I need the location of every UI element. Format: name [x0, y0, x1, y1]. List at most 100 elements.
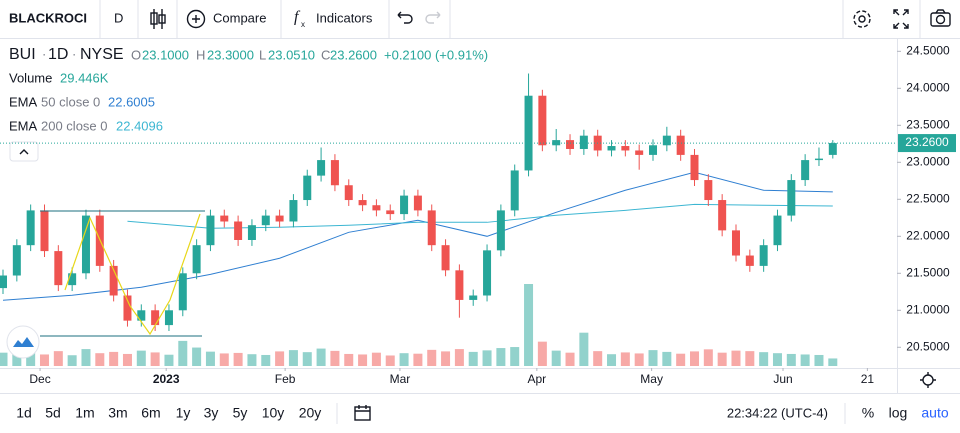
- volume-bar: [468, 351, 478, 366]
- volume-bar: [67, 355, 77, 366]
- icon-part: [354, 406, 371, 421]
- volume-bar: [551, 350, 561, 366]
- range-button[interactable]: 5d: [45, 405, 61, 421]
- volume-bar: [288, 350, 298, 366]
- candle-body: [386, 210, 395, 215]
- candle-body: [400, 195, 409, 215]
- volume-bar: [772, 353, 782, 366]
- icon-part: [858, 15, 866, 23]
- clock: 22:34:22 (UTC-4): [727, 405, 828, 420]
- legend-dot: ·: [42, 46, 46, 61]
- range-button[interactable]: 1m: [75, 405, 94, 421]
- percent-toggle[interactable]: %: [862, 405, 874, 421]
- candle-body: [261, 215, 270, 226]
- candle-body: [787, 180, 796, 216]
- candle-body: [676, 135, 685, 155]
- y-tick-label: 21.5000: [906, 265, 950, 279]
- volume-bar: [12, 353, 22, 366]
- volume-bar: [164, 354, 174, 366]
- candle-body: [344, 185, 353, 201]
- y-tick-label: 24.0000: [906, 80, 950, 94]
- x-tick-label: 2023: [153, 372, 180, 386]
- indicators-icon: x: [301, 20, 305, 29]
- volume-bar: [233, 352, 243, 366]
- compare-button[interactable]: Compare: [213, 10, 266, 25]
- fullscreen-button[interactable]: [893, 9, 909, 29]
- candle-body: [455, 270, 464, 300]
- screenshot-button[interactable]: [930, 9, 951, 27]
- volume-bar: [620, 352, 630, 366]
- candle-body: [151, 310, 160, 326]
- volume-bar: [399, 353, 409, 366]
- candle-body: [68, 273, 77, 286]
- y-tick-label: 21.0000: [906, 302, 950, 316]
- interval-button[interactable]: D: [114, 10, 123, 25]
- candle-body: [635, 150, 644, 155]
- volume-bar: [39, 354, 49, 366]
- auto-toggle[interactable]: auto: [921, 405, 948, 421]
- candle-body: [234, 221, 243, 240]
- candle-body: [801, 160, 810, 181]
- undo-button[interactable]: [397, 11, 413, 24]
- range-button[interactable]: 1y: [176, 405, 191, 421]
- range-button[interactable]: 20y: [299, 405, 322, 421]
- volume-bar: [731, 350, 741, 366]
- candle-body: [718, 200, 727, 231]
- logo[interactable]: [6, 325, 40, 359]
- legend-key: C: [321, 47, 330, 62]
- symbol-search[interactable]: BLACKROCI: [9, 10, 87, 25]
- icon-part: [930, 12, 951, 27]
- volume-bar: [593, 351, 603, 366]
- y-tick-label: 22.5000: [906, 191, 950, 205]
- volume-bar: [662, 351, 672, 366]
- y-tick-label: 22.0000: [906, 228, 950, 242]
- icon-part: [158, 14, 166, 24]
- candle-body: [26, 210, 35, 246]
- legend-high: 23.3000: [207, 47, 254, 62]
- volume-bar: [178, 340, 188, 366]
- legend-symbol: BUI: [9, 46, 36, 63]
- zigzag-drawing: [64, 213, 201, 336]
- volume-bar: [53, 351, 63, 366]
- redo-button[interactable]: [425, 11, 441, 24]
- settings-button[interactable]: [853, 10, 871, 28]
- candle-body: [469, 295, 478, 300]
- range-button[interactable]: 5y: [233, 405, 248, 421]
- ema-line: [127, 203, 833, 229]
- volume-bar: [81, 349, 91, 366]
- indicators-button[interactable]: Indicators: [316, 10, 373, 25]
- candle-body: [704, 180, 713, 201]
- range-button[interactable]: 10y: [262, 405, 285, 421]
- collapse-legend-button[interactable]: [9, 141, 39, 162]
- volume-bar: [441, 351, 451, 366]
- candle-body: [192, 245, 201, 274]
- volume-bar: [413, 353, 423, 366]
- candle-body: [0, 275, 7, 289]
- volume-bar: [579, 332, 589, 366]
- candle-body: [317, 160, 326, 176]
- range-button[interactable]: 3m: [108, 405, 127, 421]
- volume-bar: [634, 353, 644, 366]
- volume-bar: [537, 341, 547, 366]
- date-range-button[interactable]: [354, 405, 371, 421]
- x-tick-label: Jun: [773, 372, 792, 386]
- volume-bar: [510, 347, 520, 366]
- candle-body: [54, 251, 63, 286]
- range-button[interactable]: 1d: [16, 405, 32, 421]
- candle-body: [330, 160, 339, 186]
- log-toggle[interactable]: log: [889, 405, 908, 421]
- legend-close: 23.2600: [330, 47, 377, 62]
- volume-bar: [330, 350, 340, 366]
- range-button[interactable]: 6m: [141, 405, 160, 421]
- indicator-name: EMA: [9, 94, 38, 109]
- legend-change: +0.2100 (+0.91%): [384, 47, 488, 62]
- candle-body: [566, 140, 575, 149]
- range-button[interactable]: 3y: [204, 405, 219, 421]
- legend-key: O: [131, 47, 141, 62]
- candle-body: [220, 215, 229, 222]
- chart-type-button[interactable]: [150, 9, 166, 29]
- icon-part: [355, 405, 370, 412]
- indicator-name: EMA: [9, 118, 38, 133]
- candle-body: [247, 225, 256, 240]
